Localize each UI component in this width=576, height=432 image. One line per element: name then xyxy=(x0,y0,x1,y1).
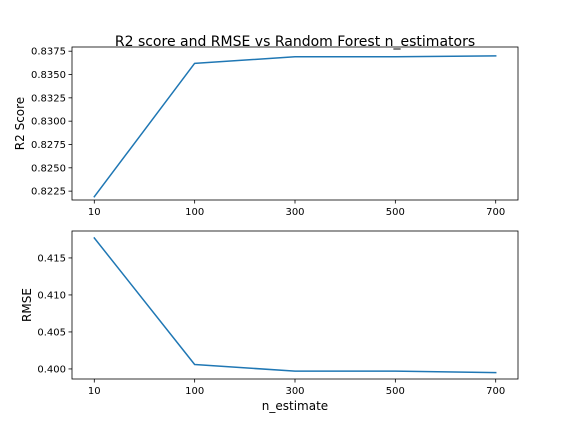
y-tick-label: 0.8300 xyxy=(31,117,66,128)
x-tick-label: 500 xyxy=(386,386,405,397)
y-tick-label: 0.8375 xyxy=(31,47,66,58)
y-tick-label: 0.410 xyxy=(37,290,66,301)
axes-frame xyxy=(71,46,519,201)
y-tick-label: 0.400 xyxy=(37,364,66,375)
y-tick-label: 0.8325 xyxy=(31,93,66,104)
r2-score-panel: 0.8225 0.8250 0.8275 0.8300 0.8325 0.8350 0.83… xyxy=(13,46,519,218)
x-tick-label: 500 xyxy=(386,207,405,218)
r2-score-line xyxy=(93,55,497,198)
x-tick-label: 10 xyxy=(88,207,101,218)
rmse-line xyxy=(93,236,497,374)
rmse-panel: 0.400 0.405 0.410 0.415 10 100 300 500 700 RMSE… xyxy=(20,230,519,413)
y-ticks: 0.8225 0.8250 0.8275 0.8300 0.8325 0.8350 0.83… xyxy=(31,47,72,198)
x-tick-label: 700 xyxy=(486,207,505,218)
x-tick-label: 100 xyxy=(185,207,204,218)
x-tick-label: 100 xyxy=(185,386,204,397)
chart-title: R2 score and RMSE vs Random Forest n_est… xyxy=(115,34,475,50)
y-axis-label: RMSE xyxy=(20,288,34,322)
y-tick-label: 0.8350 xyxy=(31,70,66,81)
x-tick-label: 700 xyxy=(486,386,505,397)
x-axis-label: n_estimate xyxy=(262,399,328,413)
y-tick-label: 0.8225 xyxy=(31,187,66,198)
x-ticks: 10 100 300 500 700 xyxy=(88,379,505,397)
x-tick-label: 300 xyxy=(285,386,304,397)
y-tick-label: 0.405 xyxy=(37,327,66,338)
y-tick-label: 0.415 xyxy=(37,253,66,264)
y-axis-label: R2 Score xyxy=(13,97,27,150)
x-tick-label: 300 xyxy=(285,207,304,218)
y-ticks: 0.400 0.405 0.410 0.415 xyxy=(37,253,72,375)
x-ticks: 10 100 300 500 700 xyxy=(88,200,505,218)
x-tick-label: 10 xyxy=(88,386,101,397)
axes-frame xyxy=(71,230,519,380)
y-tick-label: 0.8250 xyxy=(31,163,66,174)
y-tick-label: 0.8275 xyxy=(31,140,66,151)
